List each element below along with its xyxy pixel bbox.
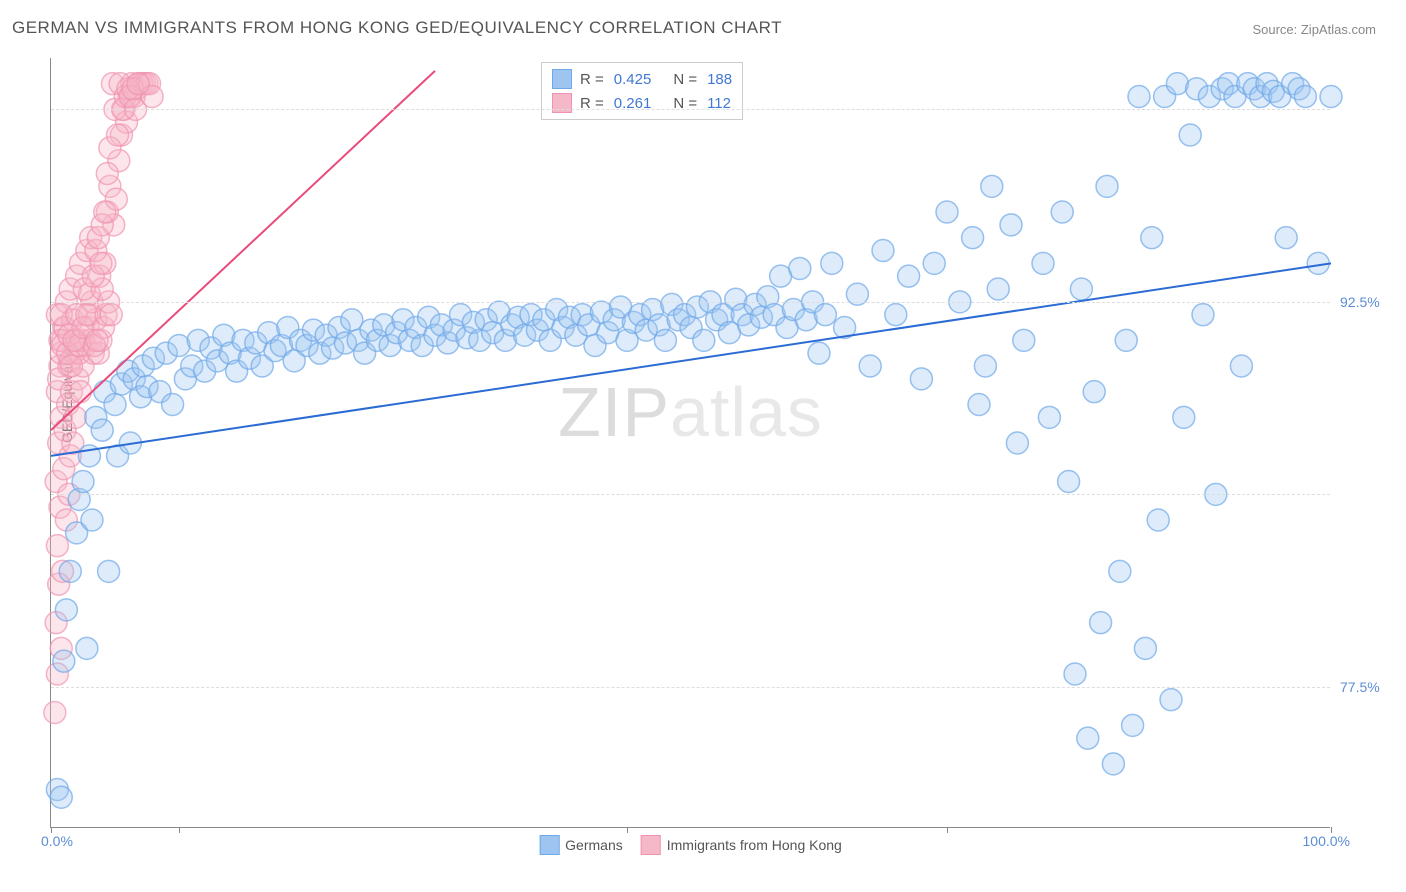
x-tick-100: 100.0% <box>1303 833 1350 849</box>
y-tick-label: 77.5% <box>1340 679 1400 695</box>
legend-item-germans: Germans <box>539 835 623 855</box>
legend-label-germans: Germans <box>565 837 623 853</box>
y-tick-label: 92.5% <box>1340 294 1400 310</box>
legend-label-hongkong: Immigrants from Hong Kong <box>667 837 842 853</box>
plot-area: GED/Equivalency ZIPatlas R = 0.425 N = 1… <box>50 58 1330 828</box>
series-legend: Germans Immigrants from Hong Kong <box>539 835 842 855</box>
source-attribution: Source: ZipAtlas.com <box>1252 22 1376 37</box>
swatch-germans-icon <box>539 835 559 855</box>
scatter-svg <box>51 58 1330 827</box>
x-tick-0: 0.0% <box>41 833 73 849</box>
chart-title: GERMAN VS IMMIGRANTS FROM HONG KONG GED/… <box>12 18 782 38</box>
legend-item-hongkong: Immigrants from Hong Kong <box>641 835 842 855</box>
swatch-hongkong-icon <box>641 835 661 855</box>
